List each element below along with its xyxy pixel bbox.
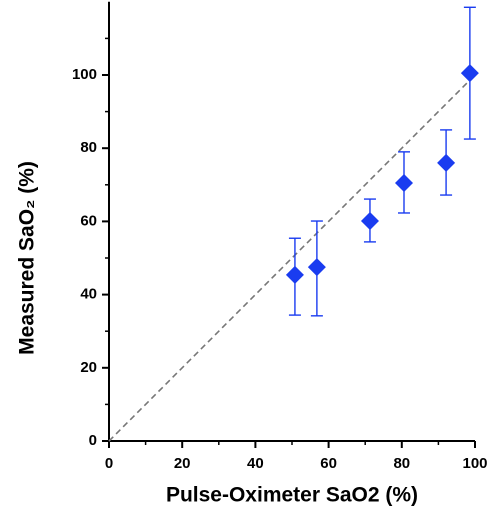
x-axis-label: Pulse-Oximeter SaO2 (%): [166, 484, 418, 507]
y-tick-label: 60: [80, 212, 97, 229]
point: [360, 212, 379, 231]
reference-line: [108, 74, 476, 442]
y-tick-label: 0: [89, 432, 97, 449]
y-tick-label: 100: [72, 66, 97, 83]
x-tick-label: 60: [320, 455, 337, 472]
x-tick-label: 80: [393, 455, 410, 472]
x-tick-label: 40: [247, 455, 264, 472]
y-axis-label: Measured SaO₂ (%): [16, 161, 39, 355]
point: [307, 258, 326, 277]
point: [460, 64, 479, 83]
y-tick-label: 20: [80, 359, 97, 376]
point: [437, 153, 456, 172]
y-tick-label: 80: [80, 139, 97, 156]
x-tick-label: 100: [462, 455, 487, 472]
point: [285, 265, 304, 284]
point: [394, 173, 413, 192]
x-tick-label: 20: [174, 455, 191, 472]
x-tick-label: 0: [105, 455, 113, 472]
y-tick-label: 40: [80, 286, 97, 303]
